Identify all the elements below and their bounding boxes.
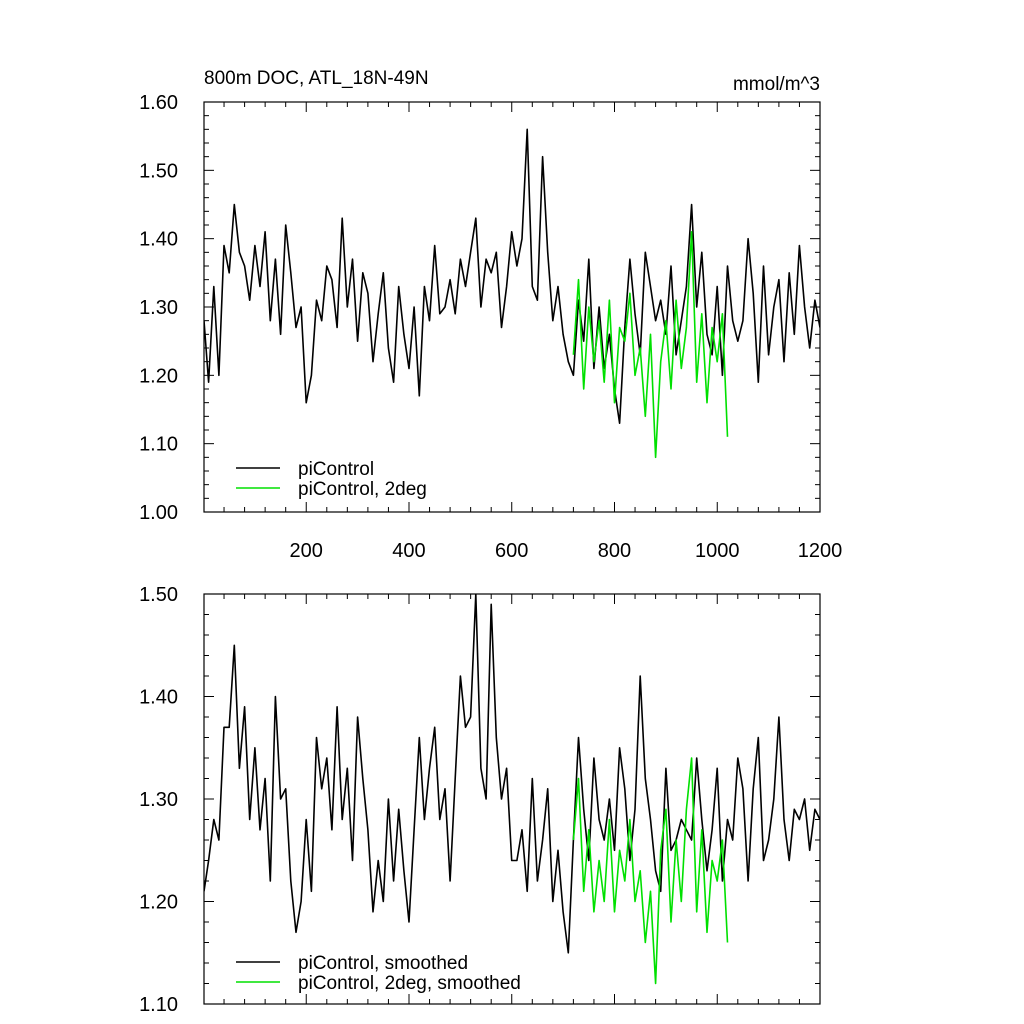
y-tick-label: 1.40: [139, 229, 178, 251]
y-tick-label: 1.50: [139, 584, 178, 606]
x-tick-label: 1200: [798, 540, 843, 562]
y-tick-label: 1.60: [139, 92, 178, 114]
legend-label: piControl, 2deg: [298, 479, 427, 500]
series-line-picontrol: [204, 128, 820, 425]
y-tick-label: 1.50: [139, 160, 178, 182]
chart-panel-bottom: 1.10 1.20 1.30 1.40 1.50 piControl, smoothedp…: [139, 584, 821, 1016]
y-tick-label: 1.00: [139, 502, 178, 524]
plot-frame: [203, 593, 821, 1005]
x-tick-label: 800: [598, 540, 631, 562]
series-line-picontrol-2deg: [572, 231, 729, 459]
legend-label: piControl: [298, 459, 374, 480]
y-tick-label: 1.40: [139, 687, 178, 709]
legend-label: piControl, 2deg, smoothed: [298, 973, 521, 994]
legend-label: piControl, smoothed: [298, 953, 468, 974]
series-line-picontrol-2deg: [572, 757, 729, 985]
x-tick-label: 1000: [695, 540, 740, 562]
plot-frame: [203, 101, 821, 513]
x-tick-label: 600: [495, 540, 528, 562]
series-line-picontrol: [204, 594, 820, 954]
chart-title: 800m DOC, ATL_18N-49N: [204, 68, 429, 89]
y-tick-label: 1.10: [139, 994, 178, 1016]
y-tick-label: 1.20: [139, 365, 178, 387]
y-tick-label: 1.10: [139, 434, 178, 456]
y-tick-label: 1.20: [139, 892, 178, 914]
y-tick-label: 1.30: [139, 789, 178, 811]
chart-panel-top: 200 400 600 800 1000 1200 1.00 1.10 1.20 1.30 1.40…: [139, 68, 842, 562]
x-tick-label: 200: [290, 540, 323, 562]
y-tick-label: 1.30: [139, 297, 178, 319]
x-tick-label: 400: [392, 540, 425, 562]
units-label: mmol/m^3: [733, 74, 820, 95]
